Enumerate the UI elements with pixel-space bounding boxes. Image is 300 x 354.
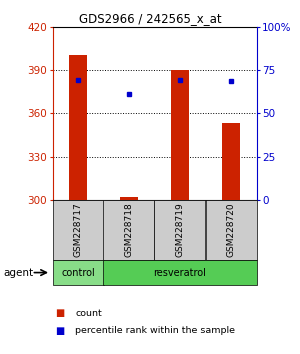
Text: agent: agent	[3, 268, 33, 278]
Text: count: count	[75, 309, 102, 318]
Bar	[222, 124, 240, 200]
Bar	[69, 56, 87, 200]
Text: GDS2966 / 242565_x_at: GDS2966 / 242565_x_at	[79, 12, 221, 25]
Text: GSM228720: GSM228720	[226, 203, 236, 257]
Text: resveratrol: resveratrol	[154, 268, 206, 278]
Bar	[171, 70, 189, 200]
Bar	[120, 197, 138, 200]
Text: GSM228718: GSM228718	[124, 203, 134, 257]
Text: GSM228717: GSM228717	[74, 203, 82, 257]
Text: ■: ■	[56, 326, 65, 336]
Text: control: control	[61, 268, 95, 278]
Text: GSM228719: GSM228719	[176, 203, 184, 257]
Text: percentile rank within the sample: percentile rank within the sample	[75, 326, 235, 336]
Text: ■: ■	[56, 308, 65, 318]
